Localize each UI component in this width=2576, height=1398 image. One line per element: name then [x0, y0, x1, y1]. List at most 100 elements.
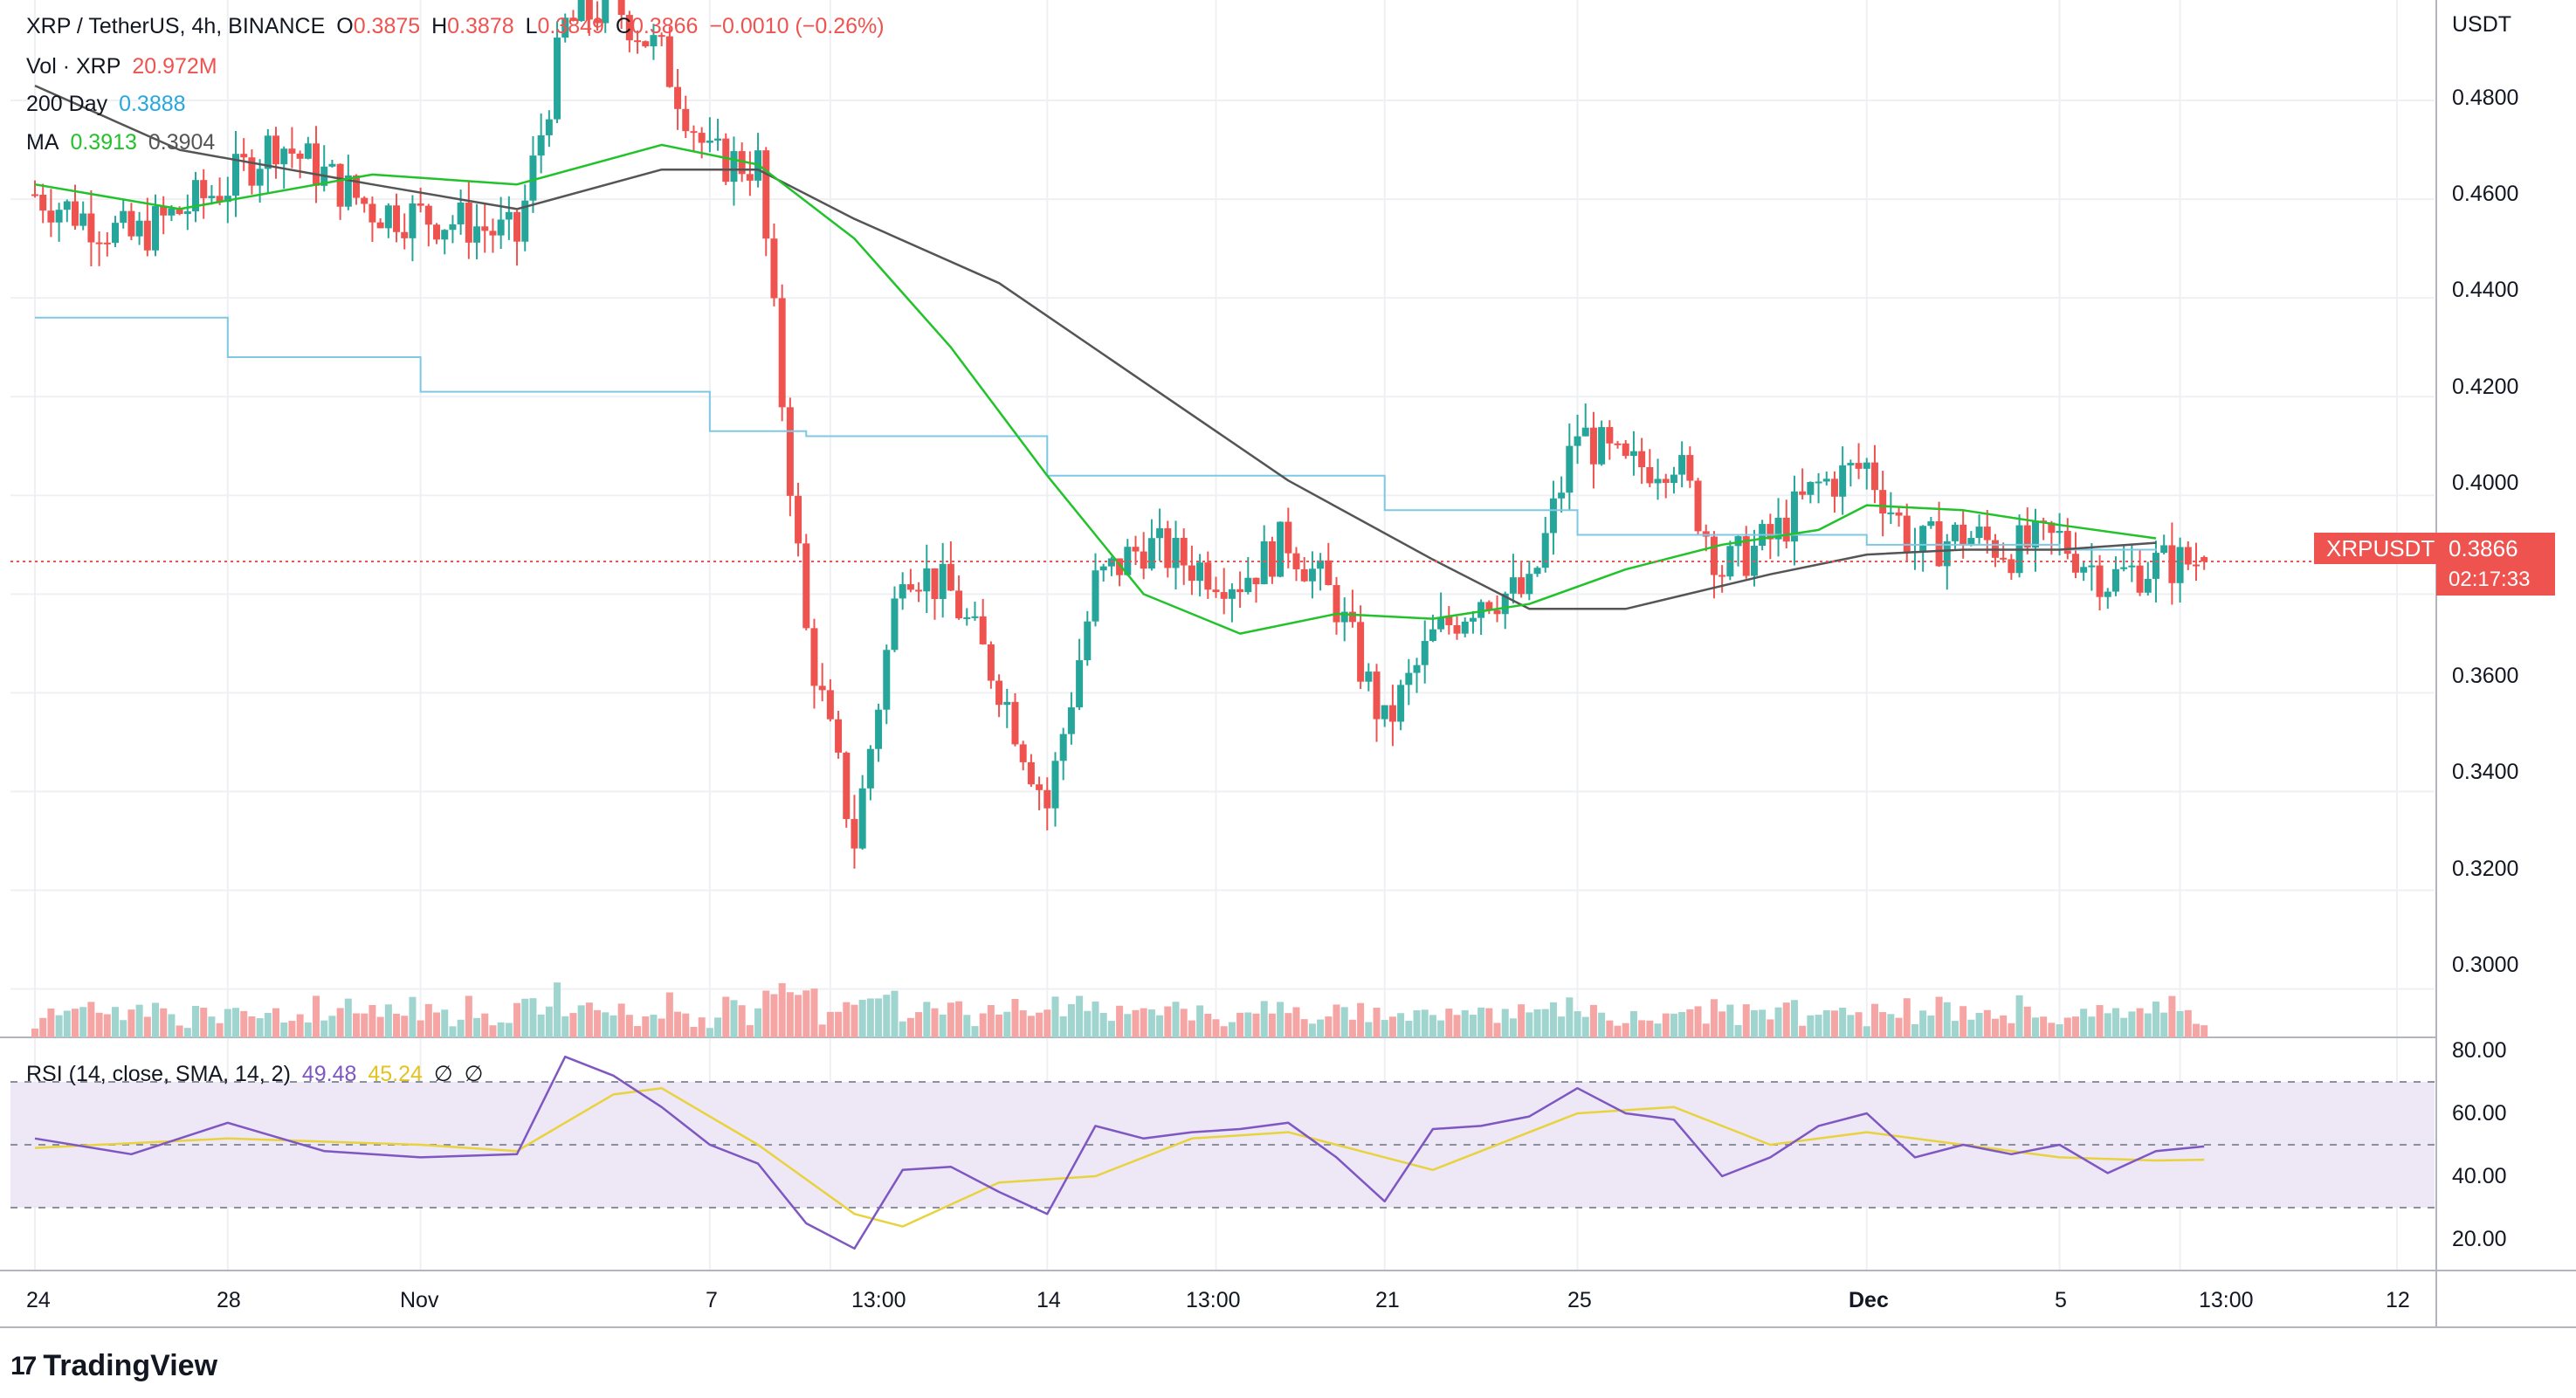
volume-bar — [770, 994, 778, 1037]
price-tick: 0.3600 — [2452, 664, 2519, 688]
price-tick: 0.3000 — [2452, 953, 2519, 977]
volume-bar — [127, 1009, 135, 1037]
volume-bar — [1967, 1019, 1975, 1037]
candle-body — [1501, 593, 1509, 615]
candle-body — [1340, 611, 1348, 623]
volume-bar — [1076, 995, 1084, 1037]
candle-body — [1156, 528, 1164, 539]
volume-bar — [47, 1008, 55, 1037]
volume-bar — [577, 1005, 585, 1037]
tradingview-wordmark: TradingView — [43, 1349, 218, 1382]
volume-bar — [1172, 1002, 1180, 1037]
candle-body — [650, 35, 658, 47]
volume-bar — [103, 1014, 111, 1037]
volume-bar — [1574, 1011, 1581, 1037]
volume-bar — [706, 1028, 713, 1037]
volume-bar — [1011, 998, 1019, 1037]
volume-bar — [835, 1011, 843, 1037]
candle-body — [1879, 490, 1887, 514]
candle-body — [72, 201, 79, 226]
time-tick: 13:00 — [2199, 1288, 2254, 1312]
ma-value-fast: 0.3913 — [70, 130, 137, 155]
time-tick: 13:00 — [851, 1288, 906, 1312]
candle-body — [1477, 602, 1485, 618]
volume-bar — [280, 1023, 288, 1037]
candle-body — [602, 0, 610, 24]
candle-body — [1983, 527, 1991, 541]
tradingview-logo[interactable]: 17 TradingView — [10, 1349, 217, 1383]
volume-bar — [424, 1003, 432, 1037]
volume-bar — [296, 1014, 304, 1037]
candle-body — [2048, 522, 2056, 534]
candle-body — [706, 141, 713, 143]
candle-body — [778, 298, 786, 408]
volume-bar — [1325, 1016, 1333, 1037]
volume-bar — [1501, 1009, 1509, 1037]
candle-body — [63, 201, 71, 210]
symbol-label: XRP / TetherUS, 4h, BINANCE — [26, 14, 326, 38]
candle-body — [987, 644, 995, 681]
candle-body — [698, 133, 706, 143]
volume-bar — [1718, 1011, 1726, 1037]
candle-body — [1549, 498, 1557, 534]
volume-bar — [1533, 1009, 1541, 1037]
candle-body — [505, 211, 513, 220]
volume-bar — [1558, 1016, 1566, 1037]
volume-bar — [1300, 1019, 1308, 1037]
candle-body — [288, 148, 296, 154]
candle-body — [152, 206, 160, 251]
candle-body — [1445, 616, 1453, 626]
candle-body — [1317, 560, 1325, 569]
volume-bar — [112, 1007, 120, 1037]
candle-body — [1670, 474, 1677, 484]
candle-body — [1172, 537, 1180, 568]
candle-body — [1164, 528, 1172, 568]
volume-bar — [818, 1024, 826, 1037]
volume-bar — [2015, 995, 2023, 1037]
candle-body — [762, 150, 770, 239]
volume-bar — [304, 1022, 312, 1037]
volume-bar — [858, 1000, 866, 1037]
volume-bar — [826, 1011, 834, 1037]
candle-body — [1469, 617, 1477, 622]
volume-bar — [1903, 998, 1911, 1037]
candle-body — [971, 616, 979, 618]
volume-bar — [473, 1017, 481, 1037]
volume-bar — [2063, 1017, 2071, 1037]
candle-body — [168, 208, 176, 216]
volume-bar — [585, 1002, 593, 1037]
volume-bar — [2128, 1011, 2136, 1037]
candle-body — [1943, 541, 1951, 567]
volume-bar — [232, 1008, 240, 1037]
candle-body — [2031, 520, 2039, 548]
candle-body — [2111, 568, 2119, 592]
volume-bar — [1188, 1020, 1195, 1037]
volume-bar — [754, 1008, 762, 1037]
candle-body — [1124, 547, 1132, 575]
volume-bar — [762, 990, 770, 1037]
volume-bar — [810, 988, 818, 1037]
candle-body — [1413, 665, 1421, 673]
candle-body — [1774, 517, 1782, 540]
volume-bar — [240, 1010, 248, 1037]
low-value: 0.3849 — [537, 14, 604, 38]
volume-bar — [152, 1002, 160, 1037]
candle-body — [1204, 562, 1212, 590]
candle-body — [441, 230, 449, 240]
volume-bar — [1333, 1004, 1340, 1037]
rsi-line — [34, 1055, 2205, 1250]
candle-body — [31, 194, 38, 196]
volume-bar — [1388, 1016, 1396, 1037]
price-tick: 0.4600 — [2452, 182, 2519, 206]
volume-bar — [336, 1008, 344, 1037]
volume-bar — [1397, 1013, 1405, 1037]
volume-bar — [786, 992, 794, 1037]
volume-bar — [2040, 1016, 2048, 1037]
candle-body — [963, 616, 971, 619]
volume-bar — [143, 1016, 151, 1037]
candle-body — [384, 205, 392, 229]
volume-bar — [288, 1021, 296, 1037]
candle-body — [1734, 536, 1742, 547]
candle-body — [1244, 577, 1252, 593]
